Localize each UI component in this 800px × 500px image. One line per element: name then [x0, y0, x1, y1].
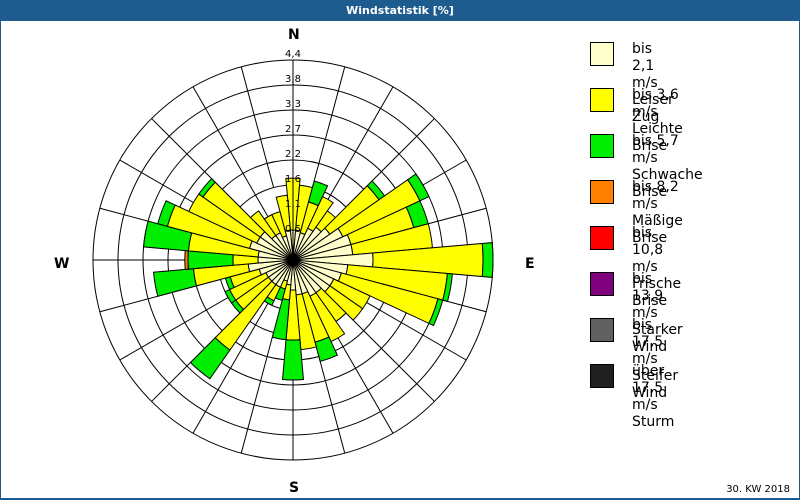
chart-title: Windstatistik [%]	[0, 0, 800, 21]
legend-range: bis 5,7 m/s	[632, 133, 679, 166]
rose-sector	[157, 200, 176, 227]
bottom-border	[0, 498, 800, 500]
rose-sector	[143, 220, 193, 252]
legend-swatch	[590, 88, 614, 112]
legend-range: bis 10,8 m/s	[632, 225, 664, 275]
direction-north: N	[288, 27, 300, 43]
rose-sector	[275, 194, 291, 232]
radial-tick-label: 1,1	[285, 199, 301, 210]
legend-label: Schwache Brise	[632, 167, 703, 200]
legend-range: bis 8,2 m/s	[632, 179, 679, 212]
rose-sector	[307, 180, 329, 207]
legend-swatch	[590, 272, 614, 296]
legend-label: Sturm	[632, 414, 675, 430]
radial-tick-label: 2,7	[285, 124, 301, 135]
legend-swatch	[590, 364, 614, 388]
legend-label: Leiser Zug	[632, 92, 674, 125]
rose-sector	[184, 250, 189, 270]
legend-range: bis 17,5 m/s	[632, 317, 664, 367]
legend-range: bis 3,6 m/s	[632, 87, 679, 120]
legend-label: Steifer Wind	[632, 368, 679, 401]
radial-tick-label: 0,5	[285, 224, 301, 235]
rose-sector	[271, 298, 291, 341]
rose-sector	[406, 173, 430, 202]
legend-range: bis 2,1 m/s	[632, 41, 658, 91]
rose-sector	[249, 210, 277, 240]
rose-sector	[198, 177, 216, 198]
legend-label: Mäßige Brise	[632, 213, 683, 246]
legend-label: Starker Wind	[632, 322, 683, 355]
rose-sector	[152, 268, 198, 297]
direction-west: W	[54, 256, 70, 272]
period-label: 30. KW 2018	[726, 484, 790, 495]
rose-sector	[314, 336, 339, 363]
rose-sector	[481, 242, 494, 278]
rose-sector	[324, 285, 364, 321]
legend-swatch	[590, 180, 614, 204]
direction-south: S	[289, 480, 300, 496]
rose-sector	[281, 339, 305, 381]
legend-label: Leichte Brise	[632, 121, 683, 154]
rose-sector	[189, 337, 231, 380]
legend-swatch	[590, 226, 614, 250]
legend-swatch	[590, 318, 614, 342]
radial-tick-label: 2,2	[285, 149, 301, 160]
legend-label: Frische Brise	[632, 276, 682, 309]
legend-range: bis 13,9 m/s	[632, 271, 664, 321]
legend-swatch	[590, 42, 614, 66]
rose-sector	[442, 272, 453, 303]
radial-tick-label: 1,6	[285, 174, 301, 185]
radial-tick-label: 3,8	[285, 74, 301, 85]
direction-east: E	[525, 256, 535, 272]
rose-sector	[307, 195, 334, 233]
rose-sector	[428, 298, 444, 327]
legend-swatch	[590, 134, 614, 158]
radial-tick-label: 3,3	[285, 99, 301, 110]
radial-tick-label: 4,4	[285, 49, 301, 60]
legend-range: über 17,5 m/s	[632, 363, 665, 413]
rose-sector	[224, 288, 237, 304]
